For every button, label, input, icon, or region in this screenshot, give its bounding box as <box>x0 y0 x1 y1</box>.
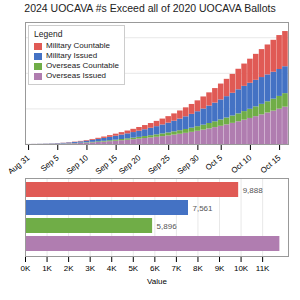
svg-text:5,896: 5,896 <box>157 222 178 231</box>
svg-text:Sep 25: Sep 25 <box>146 153 172 174</box>
html-text:2024 UOCAVA #s Exceed all of 2: 2024 UOCAVA #s Exceed all of 2020 UOCAVA… <box>24 2 276 14</box>
svg-text:8K: 8K <box>193 264 203 273</box>
svg-text:1K: 1K <box>42 264 52 273</box>
svg-text:10K: 10K <box>234 264 249 273</box>
svg-text:11K: 11K <box>256 264 270 273</box>
svg-text:Aug 31: Aug 31 <box>6 153 32 174</box>
svg-text:4K: 4K <box>107 264 117 273</box>
svg-text:9K: 9K <box>215 264 225 273</box>
svg-text:7K: 7K <box>172 264 182 273</box>
svg-text:2K: 2K <box>64 264 74 273</box>
svg-text:Sep 10: Sep 10 <box>65 153 91 174</box>
svg-text:5K: 5K <box>128 264 138 273</box>
svg-text:3K: 3K <box>85 264 95 273</box>
html-text:Overseas Countable: Overseas Countable <box>46 61 119 70</box>
html-text:Military Countable: Military Countable <box>46 41 110 50</box>
html-text:Legend: Legend <box>34 29 63 39</box>
svg-text:9,888: 9,888 <box>243 186 264 195</box>
svg-text:Oct 10: Oct 10 <box>229 153 253 174</box>
html-text:Overseas Issued: Overseas Issued <box>46 71 106 80</box>
svg-text:Sep 30: Sep 30 <box>176 153 202 174</box>
svg-text:Oct 15: Oct 15 <box>259 153 283 174</box>
svg-text:Sep 15: Sep 15 <box>94 153 120 174</box>
svg-text:Oct 5: Oct 5 <box>204 153 225 173</box>
svg-text:0K: 0K <box>21 264 31 273</box>
svg-text:Value: Value <box>147 277 167 286</box>
svg-text:Sep 20: Sep 20 <box>117 153 143 174</box>
svg-text:Sep 5: Sep 5 <box>39 153 61 174</box>
html-text:Military Issued: Military Issued <box>46 51 98 60</box>
svg-text:7,561: 7,561 <box>192 204 213 213</box>
svg-text:6K: 6K <box>150 264 160 273</box>
